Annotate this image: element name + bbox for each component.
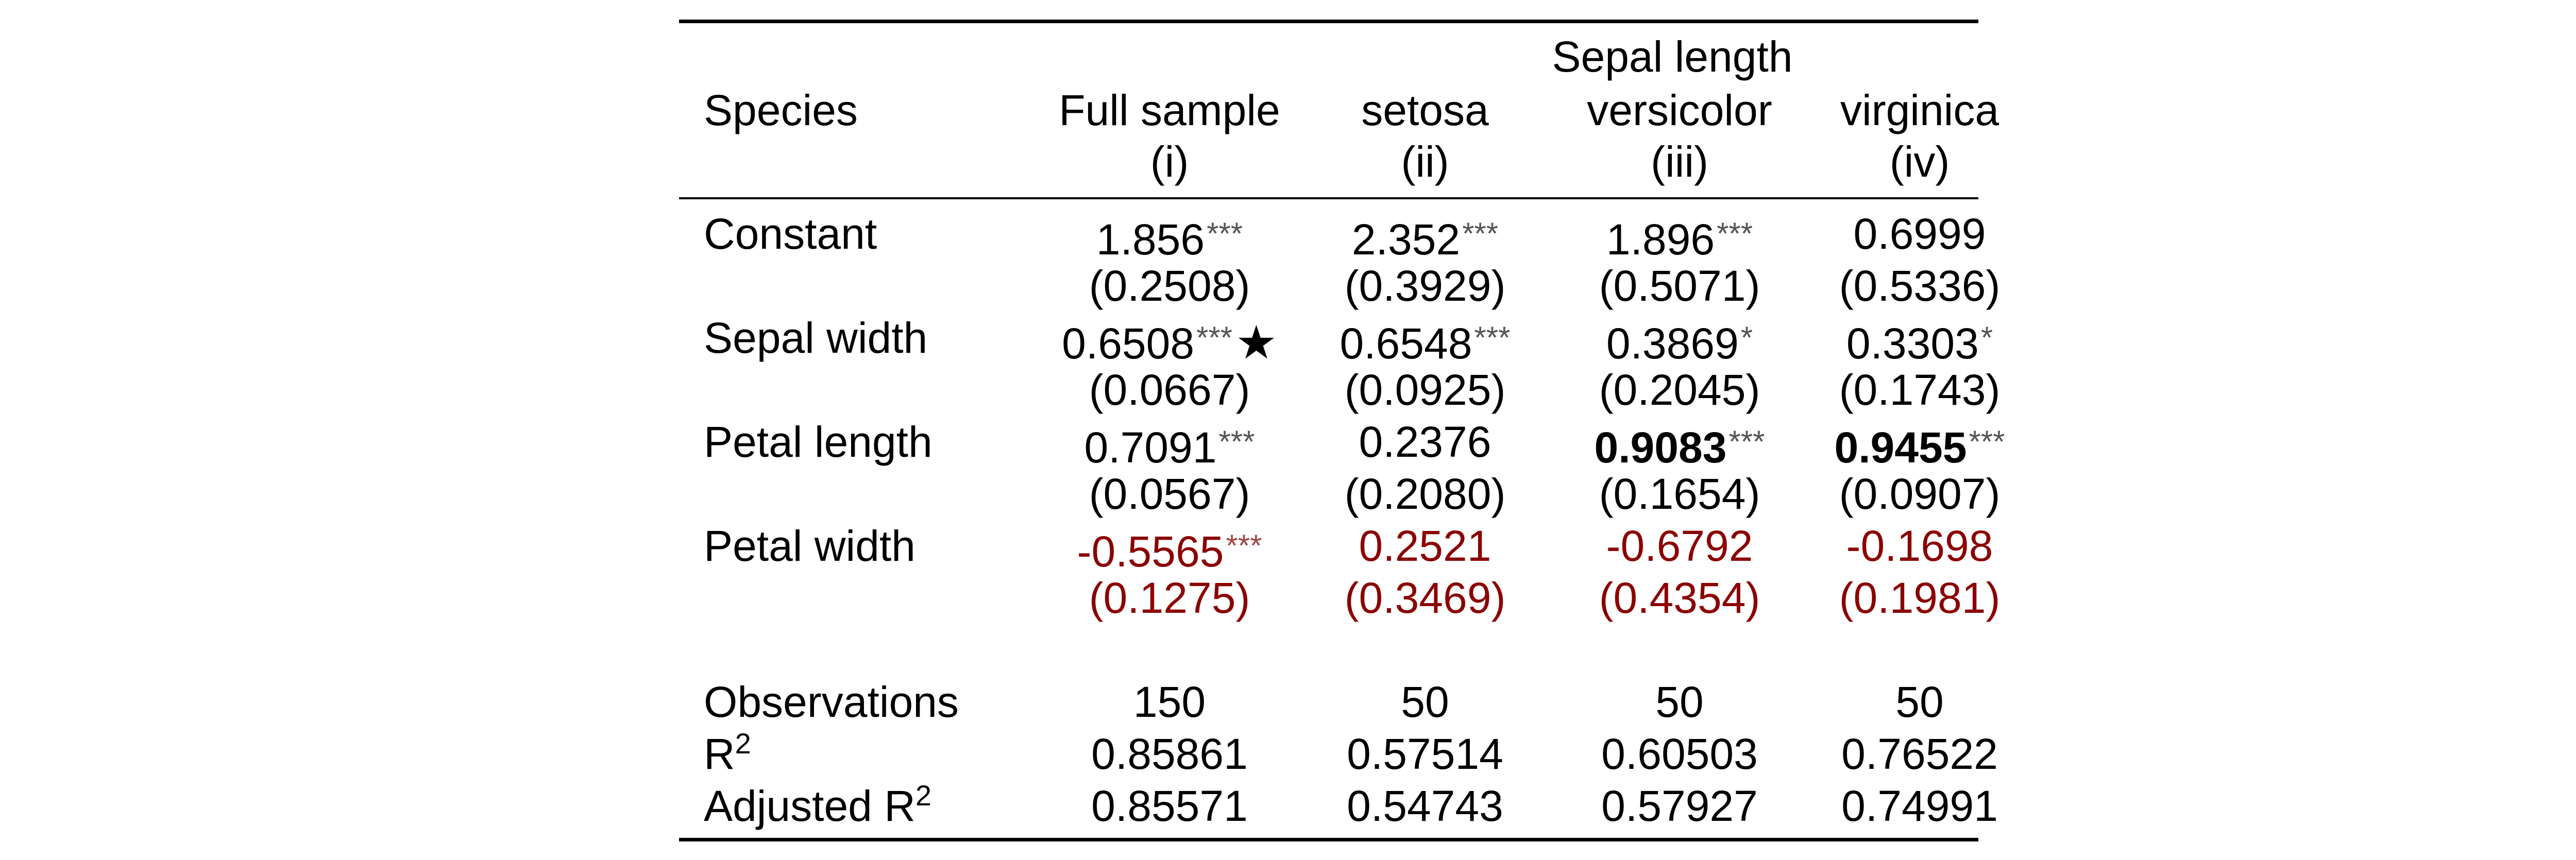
coefficient-label: Constant	[704, 210, 877, 258]
coefficient-estimate: -0.1698	[1801, 520, 2038, 572]
column-numeral-2: (ii)	[1401, 137, 1449, 186]
estimate-value: -0.5565	[1077, 527, 1224, 576]
estimate-value: 0.9455	[1834, 423, 1967, 472]
estimate-value: -0.6792	[1606, 522, 1753, 570]
coefficient-estimate: -0.6792	[1561, 520, 1798, 572]
standard-error: (0.0907)	[1839, 470, 2001, 518]
significance-stars: ***	[1226, 528, 1262, 563]
statistic-value: 0.57514	[1347, 730, 1503, 778]
coefficient-estimate: 0.2376	[1307, 416, 1544, 468]
column-header-4: virginica	[1840, 86, 1999, 134]
significance-stars: ***	[1218, 424, 1255, 459]
significance-stars: *	[1980, 320, 1993, 355]
statistic-value: 50	[1895, 678, 1944, 726]
significance-stars: ***	[1207, 216, 1243, 251]
coefficient-estimate: 0.6999	[1801, 208, 2038, 260]
statistic-label: Adjusted R2	[704, 780, 931, 832]
statistic-value: 0.76522	[1841, 730, 1998, 778]
superscript: 2	[915, 779, 932, 812]
standard-error: (0.3469)	[1344, 574, 1506, 622]
significance-stars: ***	[1969, 424, 2005, 459]
coefficient-estimate: 0.3869*	[1561, 312, 1798, 368]
column-header-3: versicolor	[1587, 86, 1772, 134]
standard-error: (0.1981)	[1839, 574, 2001, 622]
estimate-value: 0.7091	[1084, 423, 1217, 472]
coefficient-estimate: -0.5565***	[1051, 520, 1288, 576]
top-rule	[679, 20, 1978, 23]
standard-error: (0.3929)	[1344, 262, 1506, 310]
standard-error: (0.1743)	[1839, 366, 2001, 414]
row-label-header: Species	[704, 86, 858, 134]
coefficient-estimate: 0.7091***	[1051, 416, 1288, 472]
statistic-value: 0.60503	[1601, 730, 1758, 778]
significance-stars: ***	[1196, 320, 1233, 355]
coefficient-estimate: 2.352***	[1307, 208, 1544, 264]
coefficient-estimate: 0.3303*	[1801, 312, 2038, 368]
estimate-value: 0.3869	[1606, 319, 1739, 368]
estimate-value: 0.3303	[1846, 319, 1979, 368]
bottom-rule	[679, 838, 1978, 841]
estimate-value: 0.6548	[1340, 319, 1472, 368]
significance-stars: ***	[1728, 424, 1765, 459]
column-header-1: Full sample	[1059, 86, 1280, 134]
coefficient-estimate: 0.2521	[1307, 520, 1544, 572]
star-marker-icon: ★	[1235, 317, 1277, 369]
standard-error: (0.0925)	[1344, 366, 1506, 414]
estimate-value: 0.2521	[1359, 522, 1492, 570]
estimate-value: 0.6999	[1853, 210, 1986, 258]
estimate-value: 0.6508	[1062, 319, 1195, 368]
statistic-value: 0.54743	[1347, 782, 1503, 830]
standard-error: (0.1275)	[1089, 574, 1250, 622]
spanner-header: Sepal length	[1552, 32, 1793, 81]
standard-error: (0.0667)	[1089, 366, 1250, 414]
estimate-value: 0.2376	[1359, 418, 1492, 466]
column-numeral-4: (iv)	[1889, 137, 1950, 186]
significance-stars: ***	[1462, 216, 1499, 251]
estimate-value: 1.896	[1606, 215, 1715, 264]
estimate-value: -0.1698	[1846, 522, 1993, 570]
standard-error: (0.5336)	[1839, 262, 2001, 310]
coefficient-estimate: 0.9083***	[1561, 416, 1798, 472]
standard-error: (0.2080)	[1344, 470, 1506, 518]
standard-error: (0.0567)	[1089, 470, 1250, 518]
statistic-value: 0.85861	[1091, 730, 1248, 778]
significance-stars: ***	[1474, 320, 1511, 355]
statistic-value: 0.85571	[1091, 782, 1248, 830]
coefficient-label: Petal length	[704, 418, 933, 466]
statistic-label: Observations	[704, 676, 959, 728]
statistic-value: 0.57927	[1601, 782, 1758, 830]
statistic-value: 50	[1655, 678, 1704, 726]
standard-error: (0.4354)	[1599, 574, 1760, 622]
estimate-value: 1.856	[1096, 215, 1205, 264]
estimate-value: 0.9083	[1594, 423, 1727, 472]
statistic-label-text: R	[704, 730, 735, 778]
coefficient-estimate: 1.856***	[1051, 208, 1288, 264]
standard-error: (0.5071)	[1599, 262, 1760, 310]
coefficient-estimate: 0.6548***	[1307, 312, 1544, 368]
coefficient-label: Petal width	[704, 522, 916, 570]
regression-table: Sepal length Species Full sample setosa …	[679, 0, 2005, 860]
estimate-value: 2.352	[1351, 215, 1461, 264]
standard-error: (0.2508)	[1089, 262, 1250, 310]
statistic-label: R2	[704, 728, 751, 780]
coefficient-estimate: 0.6508***★	[1051, 312, 1288, 369]
column-numeral-1: (i)	[1150, 137, 1189, 186]
header-rule	[679, 197, 1978, 199]
column-numeral-3: (iii)	[1651, 137, 1708, 186]
coefficient-label: Sepal width	[704, 314, 928, 362]
significance-stars: *	[1740, 320, 1753, 355]
superscript: 2	[735, 727, 751, 760]
statistic-value: 0.74991	[1841, 782, 1998, 830]
statistic-label-text: Observations	[704, 678, 959, 726]
coefficient-estimate: 1.896***	[1561, 208, 1798, 264]
statistic-value: 150	[1133, 678, 1206, 726]
statistic-value: 50	[1401, 678, 1449, 726]
standard-error: (0.1654)	[1599, 470, 1760, 518]
significance-stars: ***	[1717, 216, 1753, 251]
statistic-label-text: Adjusted R	[704, 782, 916, 830]
coefficient-estimate: 0.9455***	[1801, 416, 2038, 472]
standard-error: (0.2045)	[1599, 366, 1760, 414]
column-header-2: setosa	[1361, 86, 1489, 134]
